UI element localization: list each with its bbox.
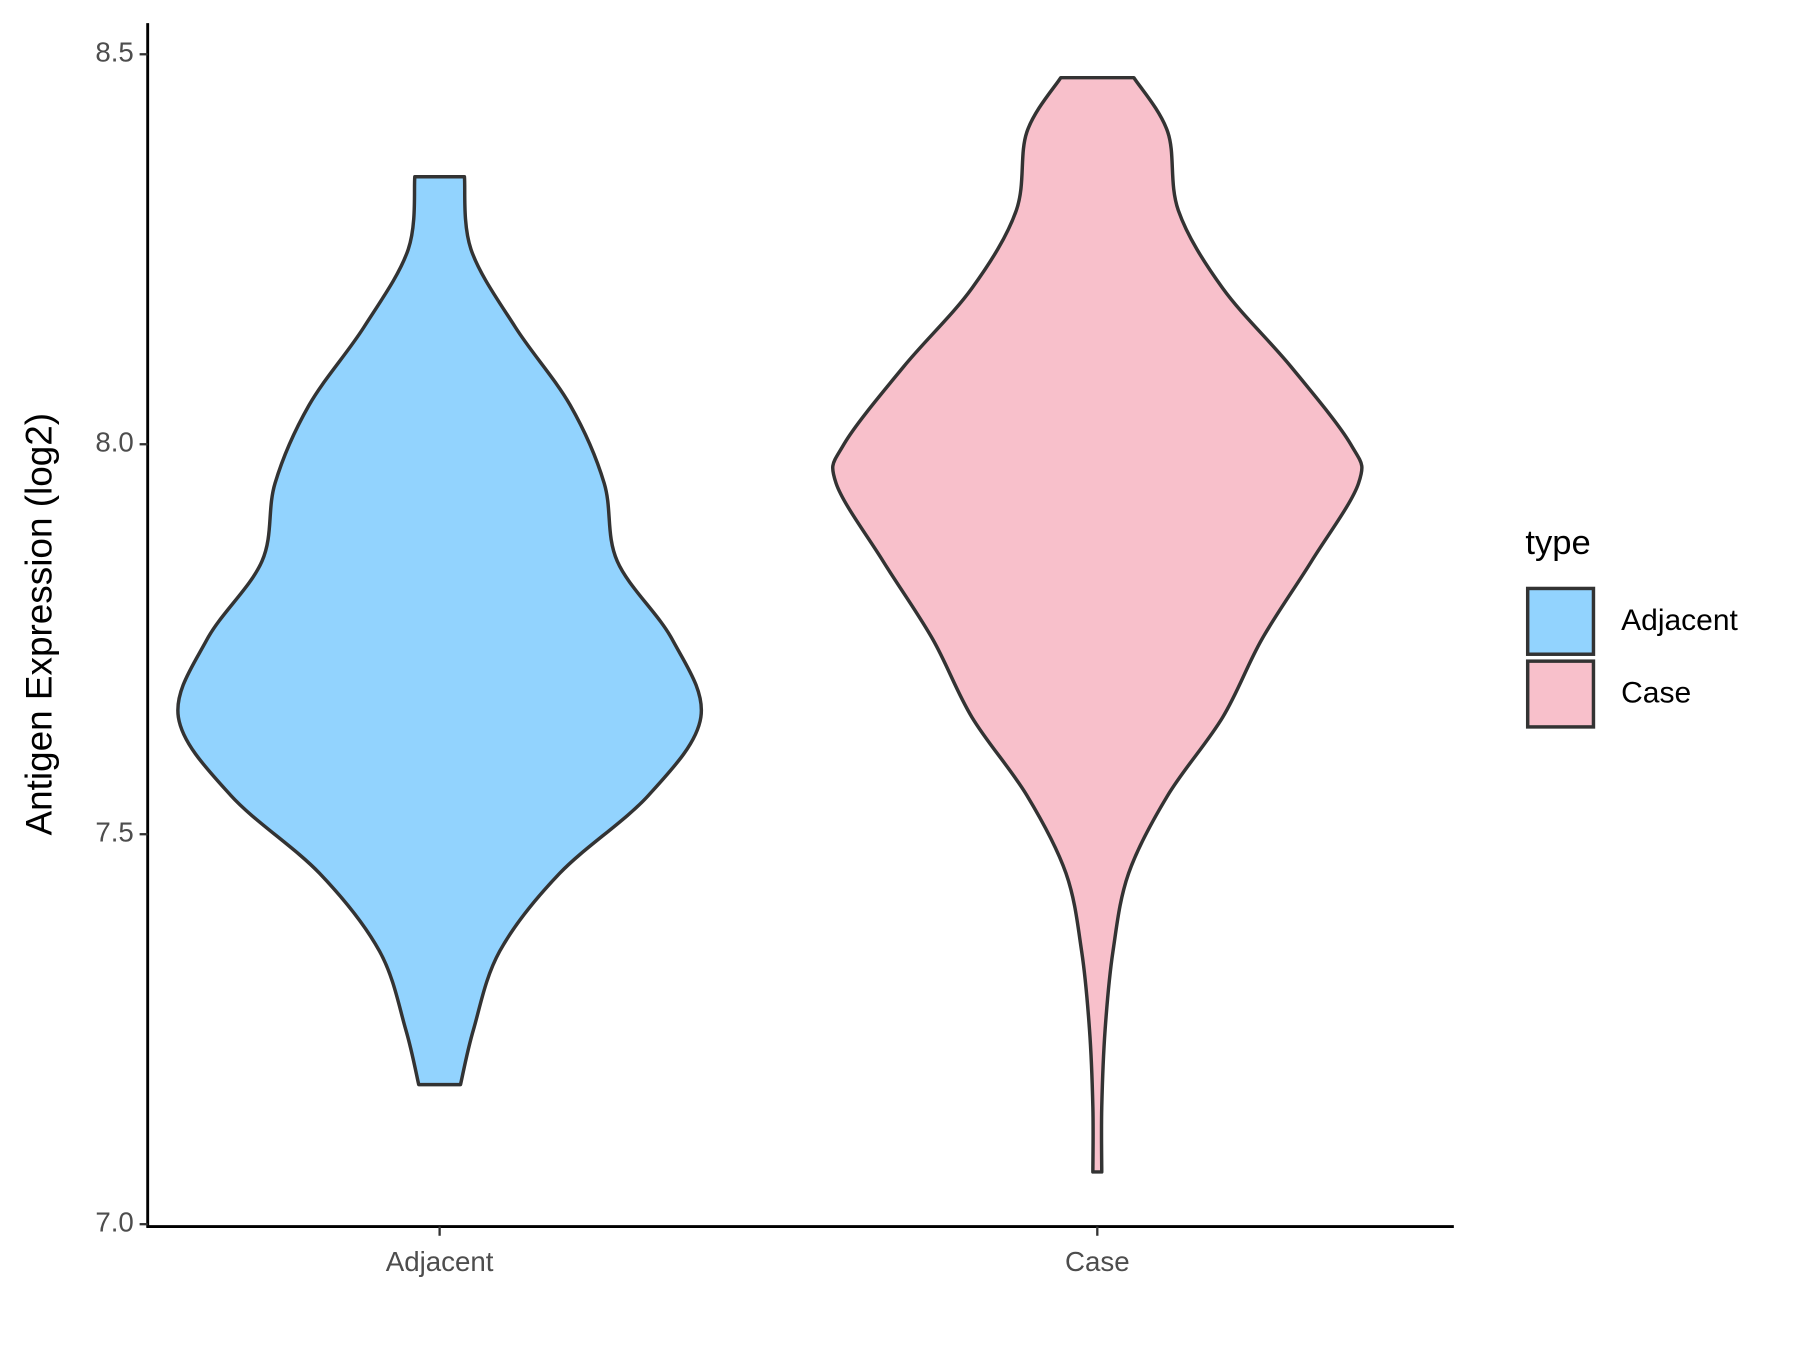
violin	[176, 174, 704, 1087]
violin	[830, 75, 1364, 1174]
x-tick-label: Case	[1065, 1246, 1130, 1277]
y-tick-label: 8.0	[95, 427, 134, 458]
y-axis-title: Antigen Expression (log2)	[18, 413, 59, 836]
x-tick-label: Adjacent	[386, 1246, 494, 1277]
y-tick-label: 7.0	[95, 1207, 134, 1238]
y-tick-label: 8.5	[95, 37, 134, 68]
legend-label: Case	[1621, 677, 1691, 710]
y-tick-label: 7.5	[95, 817, 134, 848]
legend-title: type	[1525, 524, 1590, 562]
legend-key	[1525, 586, 1596, 656]
legend-label: Adjacent	[1621, 604, 1738, 637]
legend-key	[1525, 659, 1596, 729]
